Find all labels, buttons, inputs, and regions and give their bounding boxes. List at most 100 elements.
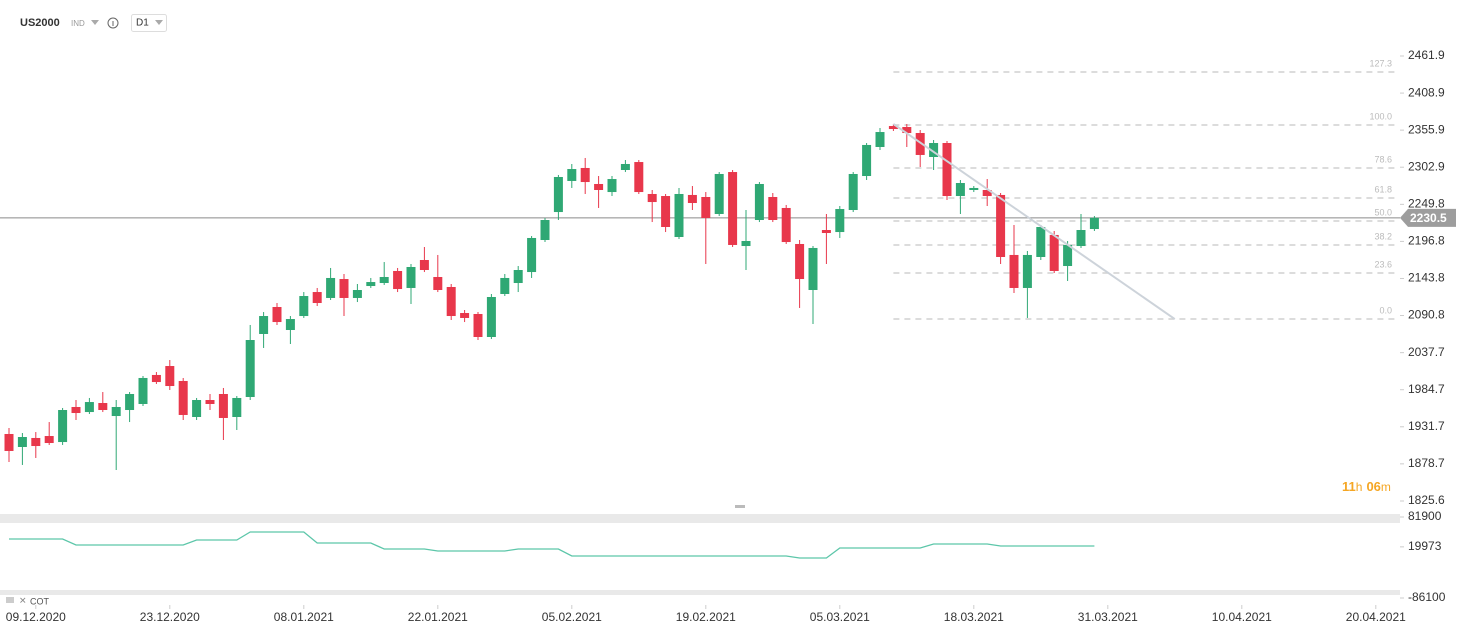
candle-body [473, 313, 483, 337]
countdown: 11h 06m [1342, 479, 1391, 494]
fib-label: 78.6 [1374, 154, 1392, 164]
pane-handle[interactable] [735, 505, 745, 508]
candle-body [594, 183, 604, 191]
candle-body [607, 179, 617, 193]
fib-label: 100.0 [1369, 111, 1392, 121]
x-tick-label: 20.04.2021 [1346, 610, 1406, 624]
candle-body [138, 377, 148, 404]
countdown-part: 06 [1366, 479, 1380, 494]
countdown-part: m [1381, 480, 1391, 494]
candle-body [500, 277, 510, 294]
candle-body [701, 196, 711, 218]
candle-body [754, 183, 764, 221]
y-tick-label: 1984.7 [1408, 382, 1445, 396]
info-icon[interactable] [107, 17, 119, 29]
candle-body [299, 296, 309, 317]
candle-body [781, 207, 791, 243]
x-tick-label: 23.12.2020 [140, 610, 200, 624]
candle-body [969, 187, 979, 191]
x-tick-label: 05.02.2021 [542, 610, 602, 624]
fib-label: 61.8 [1374, 184, 1392, 194]
close-icon[interactable]: ✕ [19, 595, 27, 605]
fib-label: 50.0 [1374, 207, 1392, 217]
candle-body [567, 169, 577, 181]
fib-label: 23.6 [1374, 259, 1392, 269]
candle-body [634, 162, 644, 193]
price-tag [1400, 208, 1456, 227]
y-tick-label: -86100 [1408, 590, 1446, 604]
candle-body [1036, 226, 1046, 257]
x-tick-label: 31.03.2021 [1078, 610, 1138, 624]
candle-body [915, 133, 925, 155]
candle-body [768, 196, 778, 221]
candle-body [31, 437, 41, 447]
candle-body [955, 183, 965, 197]
candle-body [460, 313, 470, 318]
indicator-label: COT [30, 596, 50, 606]
y-tick-label: 2355.9 [1408, 122, 1445, 136]
pane-separator [0, 590, 1400, 595]
candle-body [513, 270, 523, 284]
candle-body [125, 393, 135, 411]
pane-icon[interactable] [6, 597, 14, 603]
y-tick-label: 2408.9 [1408, 85, 1445, 99]
candle-body [929, 143, 939, 157]
candle-body [527, 237, 537, 273]
interval: D1 [136, 18, 149, 29]
candle-body [540, 220, 550, 241]
candle-body [446, 286, 456, 317]
candle-body [1022, 254, 1032, 288]
y-tick-label: 2143.8 [1408, 271, 1445, 285]
candle-body [192, 400, 202, 417]
candle-body [486, 296, 496, 337]
candle-body [4, 433, 14, 451]
y-tick-label: 1878.7 [1408, 456, 1445, 470]
candle-body [84, 402, 94, 413]
x-tick-label: 18.03.2021 [944, 610, 1004, 624]
candle-body [352, 290, 362, 298]
candle-body [888, 126, 898, 130]
candle-body [942, 143, 952, 197]
candle-body [406, 266, 416, 288]
y-tick-label: 2461.9 [1408, 48, 1445, 62]
x-tick-label: 08.01.2021 [274, 610, 334, 624]
candle-body [1009, 254, 1019, 288]
price-tag-label: 2230.5 [1410, 211, 1447, 225]
candle-body [875, 132, 885, 147]
interval-box[interactable] [131, 14, 167, 32]
candle-body [714, 173, 724, 214]
candle-body [326, 277, 336, 298]
candle-body [687, 194, 697, 204]
candle-body [835, 209, 845, 233]
candle-body [71, 406, 81, 414]
fib-label: 38.2 [1374, 231, 1392, 241]
candle-body [58, 410, 68, 443]
y-tick-label: 81900 [1408, 509, 1442, 523]
candle-body [178, 380, 188, 415]
candle-body [1049, 234, 1059, 271]
candle-body [205, 400, 215, 404]
x-tick-label: 05.03.2021 [810, 610, 870, 624]
fib-label: 0.0 [1379, 305, 1392, 315]
candle-body [379, 276, 389, 284]
x-tick-label: 22.01.2021 [408, 610, 468, 624]
y-tick-label: 2037.7 [1408, 345, 1445, 359]
candle-body [393, 270, 403, 290]
candle-body [661, 196, 671, 227]
dropdown-arrow[interactable] [155, 20, 163, 25]
countdown-part: 11 [1342, 479, 1356, 494]
candle-body [366, 282, 376, 287]
candle-body [165, 366, 175, 387]
candle-body [996, 194, 1006, 257]
symbol[interactable]: US2000 [20, 17, 60, 29]
dropdown-arrow[interactable] [91, 20, 99, 25]
candle-body [620, 163, 630, 171]
y-tick-label: 2302.9 [1408, 159, 1445, 173]
candle-body [580, 167, 590, 183]
indicator-line [9, 531, 1095, 559]
candle-body [218, 393, 228, 418]
y-tick-label: 2090.8 [1408, 308, 1445, 322]
candle-body [741, 240, 751, 247]
candle-body [1076, 230, 1086, 247]
